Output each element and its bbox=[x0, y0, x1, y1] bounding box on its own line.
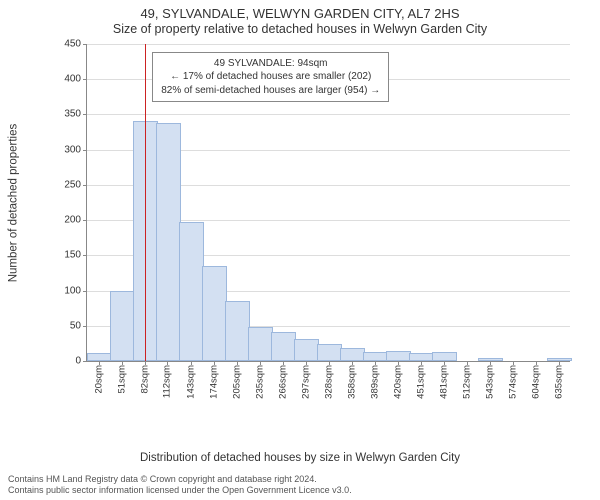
y-tick-label: 0 bbox=[75, 356, 81, 367]
y-tick bbox=[83, 361, 87, 362]
x-tick-label: 481sqm bbox=[438, 365, 449, 399]
title-main: 49, SYLVANDALE, WELWYN GARDEN CITY, AL7 … bbox=[0, 6, 600, 22]
property-marker-line bbox=[145, 44, 146, 361]
y-tick bbox=[83, 44, 87, 45]
y-tick bbox=[83, 291, 87, 292]
y-axis-title: Number of detached properties bbox=[6, 44, 20, 362]
histogram-bar bbox=[87, 353, 112, 361]
gridline bbox=[87, 44, 570, 45]
x-tick-label: 235sqm bbox=[254, 365, 265, 399]
histogram-bar bbox=[386, 351, 411, 361]
attribution-line2: Contains public sector information licen… bbox=[8, 485, 592, 496]
y-tick bbox=[83, 114, 87, 115]
x-tick-label: 574sqm bbox=[507, 365, 518, 399]
y-tick-label: 300 bbox=[64, 144, 81, 155]
y-tick bbox=[83, 79, 87, 80]
y-tick-label: 450 bbox=[64, 39, 81, 50]
title-sub: Size of property relative to detached ho… bbox=[0, 22, 600, 38]
y-tick-label: 200 bbox=[64, 215, 81, 226]
y-tick bbox=[83, 150, 87, 151]
y-tick-label: 250 bbox=[64, 179, 81, 190]
x-tick-label: 604sqm bbox=[530, 365, 541, 399]
histogram-bar bbox=[156, 123, 181, 361]
title-block: 49, SYLVANDALE, WELWYN GARDEN CITY, AL7 … bbox=[0, 0, 600, 38]
annotation-box: 49 SYLVANDALE: 94sqm← 17% of detached ho… bbox=[152, 52, 389, 103]
x-tick-label: 451sqm bbox=[415, 365, 426, 399]
y-tick-label: 400 bbox=[64, 74, 81, 85]
histogram-bar bbox=[179, 222, 204, 361]
histogram-bar bbox=[432, 352, 457, 361]
histogram-bar bbox=[202, 266, 227, 361]
annotation-line3: 82% of semi-detached houses are larger (… bbox=[161, 84, 380, 98]
annotation-line1: 49 SYLVANDALE: 94sqm bbox=[161, 57, 380, 71]
x-tick-label: 51sqm bbox=[116, 365, 127, 394]
histogram-bar bbox=[110, 291, 135, 361]
plot-wrap: 05010015020025030035040045020sqm51sqm82s… bbox=[58, 44, 570, 414]
y-tick bbox=[83, 185, 87, 186]
y-tick bbox=[83, 326, 87, 327]
x-tick-label: 266sqm bbox=[277, 365, 288, 399]
x-axis-title: Distribution of detached houses by size … bbox=[0, 452, 600, 464]
histogram-bar bbox=[225, 301, 250, 361]
attribution: Contains HM Land Registry data © Crown c… bbox=[8, 474, 592, 497]
x-tick-label: 20sqm bbox=[93, 365, 104, 394]
x-tick-label: 205sqm bbox=[231, 365, 242, 399]
y-tick-label: 50 bbox=[70, 320, 81, 331]
gridline bbox=[87, 114, 570, 115]
x-tick-label: 143sqm bbox=[185, 365, 196, 399]
x-tick-label: 112sqm bbox=[162, 365, 173, 398]
x-tick-label: 328sqm bbox=[323, 365, 334, 399]
x-tick-label: 174sqm bbox=[208, 365, 219, 399]
x-tick-label: 543sqm bbox=[484, 365, 495, 399]
attribution-line1: Contains HM Land Registry data © Crown c… bbox=[8, 474, 592, 485]
y-tick-label: 100 bbox=[64, 285, 81, 296]
histogram-bar bbox=[363, 352, 388, 361]
x-tick-label: 82sqm bbox=[139, 365, 150, 394]
x-tick-label: 297sqm bbox=[300, 365, 311, 399]
x-tick-label: 358sqm bbox=[346, 365, 357, 399]
histogram-bar bbox=[294, 339, 319, 361]
x-tick-label: 389sqm bbox=[369, 365, 380, 399]
histogram-bar bbox=[271, 332, 296, 361]
histogram-bar bbox=[317, 344, 342, 361]
histogram-bar bbox=[409, 353, 434, 361]
histogram-bar bbox=[547, 358, 572, 361]
y-tick bbox=[83, 255, 87, 256]
plot-area: 05010015020025030035040045020sqm51sqm82s… bbox=[86, 44, 570, 362]
annotation-line2: ← 17% of detached houses are smaller (20… bbox=[161, 70, 380, 84]
x-tick-label: 512sqm bbox=[461, 365, 472, 399]
y-tick-label: 350 bbox=[64, 109, 81, 120]
y-axis-title-text: Number of detached properties bbox=[7, 124, 19, 283]
histogram-bar bbox=[478, 358, 503, 361]
y-tick bbox=[83, 220, 87, 221]
x-tick-label: 420sqm bbox=[392, 365, 403, 399]
y-tick-label: 150 bbox=[64, 250, 81, 261]
histogram-bar bbox=[248, 327, 273, 361]
x-tick-label: 635sqm bbox=[553, 365, 564, 399]
histogram-bar bbox=[340, 348, 365, 361]
